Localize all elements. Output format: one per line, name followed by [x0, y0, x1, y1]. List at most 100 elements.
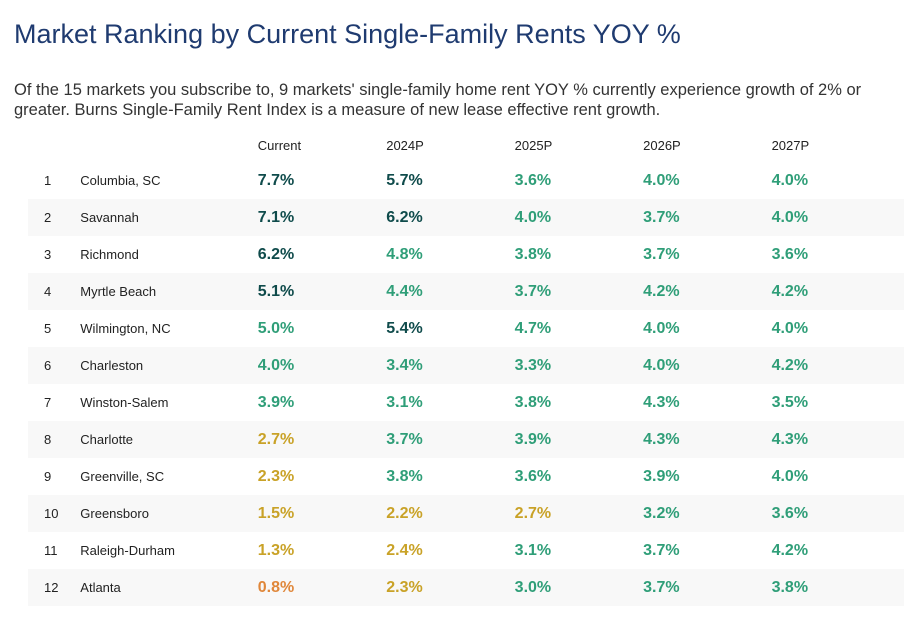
value-cell-2025p: 3.1%: [514, 541, 552, 559]
value-cell-2024p: 5.7%: [386, 171, 423, 189]
rank-cell: 12: [44, 580, 59, 595]
value-cell-2025p: 3.8%: [514, 393, 552, 411]
value-cell-2026p: 3.7%: [643, 578, 680, 596]
value-cell-2024p: 4.4%: [386, 282, 423, 300]
value-cell-2026p: 4.0%: [643, 319, 680, 337]
rank-cell: 6: [44, 358, 52, 373]
value-cell-2024p: 3.1%: [386, 393, 423, 411]
market-name-cell: Greenville, SC: [80, 469, 165, 484]
market-name-cell: Wilmington, NC: [80, 321, 171, 336]
value-cell-current: 5.0%: [257, 319, 295, 337]
value-cell-2024p: 2.4%: [386, 541, 423, 559]
value-cell-current: 4.0%: [257, 356, 295, 374]
value-cell-2026p: 3.7%: [643, 208, 680, 226]
value-cell-2025p: 3.0%: [514, 578, 552, 596]
value-cell-current: 2.3%: [257, 467, 295, 485]
value-cell-2027p: 3.6%: [771, 504, 809, 522]
value-cell-2027p: 4.0%: [771, 208, 809, 226]
column-header-2027p: 2027P: [771, 137, 810, 153]
value-cell-2025p: 4.0%: [514, 208, 552, 226]
table-row: 3 Richmond 6.2% 4.8% 3.8% 3.7% 3.6%: [28, 236, 904, 273]
rank-cell: 11: [44, 543, 58, 558]
table-row: 12 Atlanta 0.8% 2.3% 3.0% 3.7% 3.8%: [28, 569, 904, 606]
value-cell-2024p: 4.8%: [386, 245, 423, 263]
table-row: 9 Greenville, SC 2.3% 3.8% 3.6% 3.9% 4.0%: [28, 458, 904, 495]
value-cell-current: 3.9%: [257, 393, 295, 411]
value-cell-2024p: 3.4%: [386, 356, 423, 374]
value-cell-2024p: 2.2%: [386, 504, 423, 522]
rank-cell: 3: [44, 247, 52, 262]
column-header-2026p: 2026P: [643, 137, 681, 153]
value-cell-current: 1.3%: [257, 541, 295, 559]
column-header-2025p: 2025P: [514, 137, 553, 153]
table-row: 6 Charleston 4.0% 3.4% 3.3% 4.0% 4.2%: [28, 347, 904, 384]
table-row: 10 Greensboro 1.5% 2.2% 2.7% 3.2% 3.6%: [28, 495, 904, 532]
value-cell-2025p: 4.7%: [514, 319, 552, 337]
value-cell-2027p: 4.0%: [771, 319, 809, 337]
market-ranking-table: Current 2024P 2025P 2026P 2027P 1 Columbi…: [28, 128, 904, 606]
page-title: Market Ranking by Current Single-Family …: [14, 19, 681, 49]
rank-cell: 10: [44, 506, 59, 521]
rank-cell: 1: [44, 173, 52, 188]
rank-cell: 5: [44, 321, 52, 336]
value-cell-2026p: 4.2%: [643, 282, 680, 300]
value-cell-2025p: 3.6%: [514, 171, 552, 189]
value-cell-2026p: 3.7%: [643, 245, 680, 263]
market-name-cell: Richmond: [80, 247, 139, 262]
table-row: 7 Winston-Salem 3.9% 3.1% 3.8% 4.3% 3.5%: [28, 384, 904, 421]
value-cell-2025p: 2.7%: [514, 504, 552, 522]
market-name-cell: Greensboro: [80, 506, 149, 521]
value-cell-2027p: 3.8%: [771, 578, 809, 596]
value-cell-2026p: 3.9%: [643, 467, 680, 485]
value-cell-2027p: 4.2%: [771, 541, 809, 559]
table-row: 4 Myrtle Beach 5.1% 4.4% 3.7% 4.2% 4.2%: [28, 273, 904, 310]
value-cell-current: 7.7%: [257, 171, 295, 189]
market-name-cell: Savannah: [80, 210, 139, 225]
value-cell-2025p: 3.6%: [514, 467, 552, 485]
rank-cell: 9: [44, 469, 52, 484]
table-row: 2 Savannah 7.1% 6.2% 4.0% 3.7% 4.0%: [28, 199, 904, 236]
market-name-cell: Myrtle Beach: [80, 284, 157, 299]
value-cell-current: 5.1%: [257, 282, 295, 300]
page-subtitle: Of the 15 markets you subscribe to, 9 ma…: [14, 81, 862, 119]
market-name-cell: Charleston: [80, 358, 144, 373]
value-cell-2026p: 4.3%: [643, 393, 680, 411]
value-cell-2027p: 4.2%: [771, 282, 809, 300]
value-cell-2024p: 5.4%: [386, 319, 423, 337]
rank-cell: 7: [44, 395, 52, 410]
column-header-2024p: 2024P: [386, 137, 424, 153]
market-name-cell: Columbia, SC: [80, 173, 161, 188]
value-cell-2025p: 3.7%: [514, 282, 552, 300]
value-cell-current: 7.1%: [257, 208, 295, 226]
value-cell-2024p: 2.3%: [386, 578, 423, 596]
value-cell-2026p: 3.7%: [643, 541, 680, 559]
market-name-cell: Winston-Salem: [80, 395, 169, 410]
table-row: 11 Raleigh-Durham 1.3% 2.4% 3.1% 3.7% 4.2%: [28, 532, 904, 569]
table-body: 1 Columbia, SC 7.7% 5.7% 3.6% 4.0% 4.0% 2 Savann…: [28, 162, 904, 606]
value-cell-2024p: 3.7%: [386, 430, 423, 448]
value-cell-2026p: 4.3%: [643, 430, 680, 448]
value-cell-2027p: 3.6%: [771, 245, 809, 263]
rank-cell: 4: [44, 284, 52, 299]
value-cell-2025p: 3.3%: [514, 356, 552, 374]
value-cell-2024p: 6.2%: [386, 208, 423, 226]
value-cell-2025p: 3.9%: [514, 430, 552, 448]
value-cell-current: 1.5%: [257, 504, 295, 522]
market-name-cell: Raleigh-Durham: [80, 543, 175, 558]
table-row: 1 Columbia, SC 7.7% 5.7% 3.6% 4.0% 4.0%: [28, 162, 904, 199]
table-row: 8 Charlotte 2.7% 3.7% 3.9% 4.3% 4.3%: [28, 421, 904, 458]
rank-cell: 2: [44, 210, 52, 225]
value-cell-2025p: 3.8%: [514, 245, 552, 263]
value-cell-2026p: 4.0%: [643, 356, 680, 374]
value-cell-2024p: 3.8%: [386, 467, 423, 485]
value-cell-2027p: 4.0%: [771, 467, 809, 485]
value-cell-current: 2.7%: [257, 430, 295, 448]
value-cell-2027p: 4.2%: [771, 356, 809, 374]
table-header-row: Current 2024P 2025P 2026P 2027P: [28, 128, 904, 162]
value-cell-2026p: 3.2%: [643, 504, 680, 522]
value-cell-current: 6.2%: [257, 245, 295, 263]
value-cell-2026p: 4.0%: [643, 171, 680, 189]
value-cell-current: 0.8%: [257, 578, 295, 596]
value-cell-2027p: 3.5%: [771, 393, 809, 411]
rank-cell: 8: [44, 432, 52, 447]
